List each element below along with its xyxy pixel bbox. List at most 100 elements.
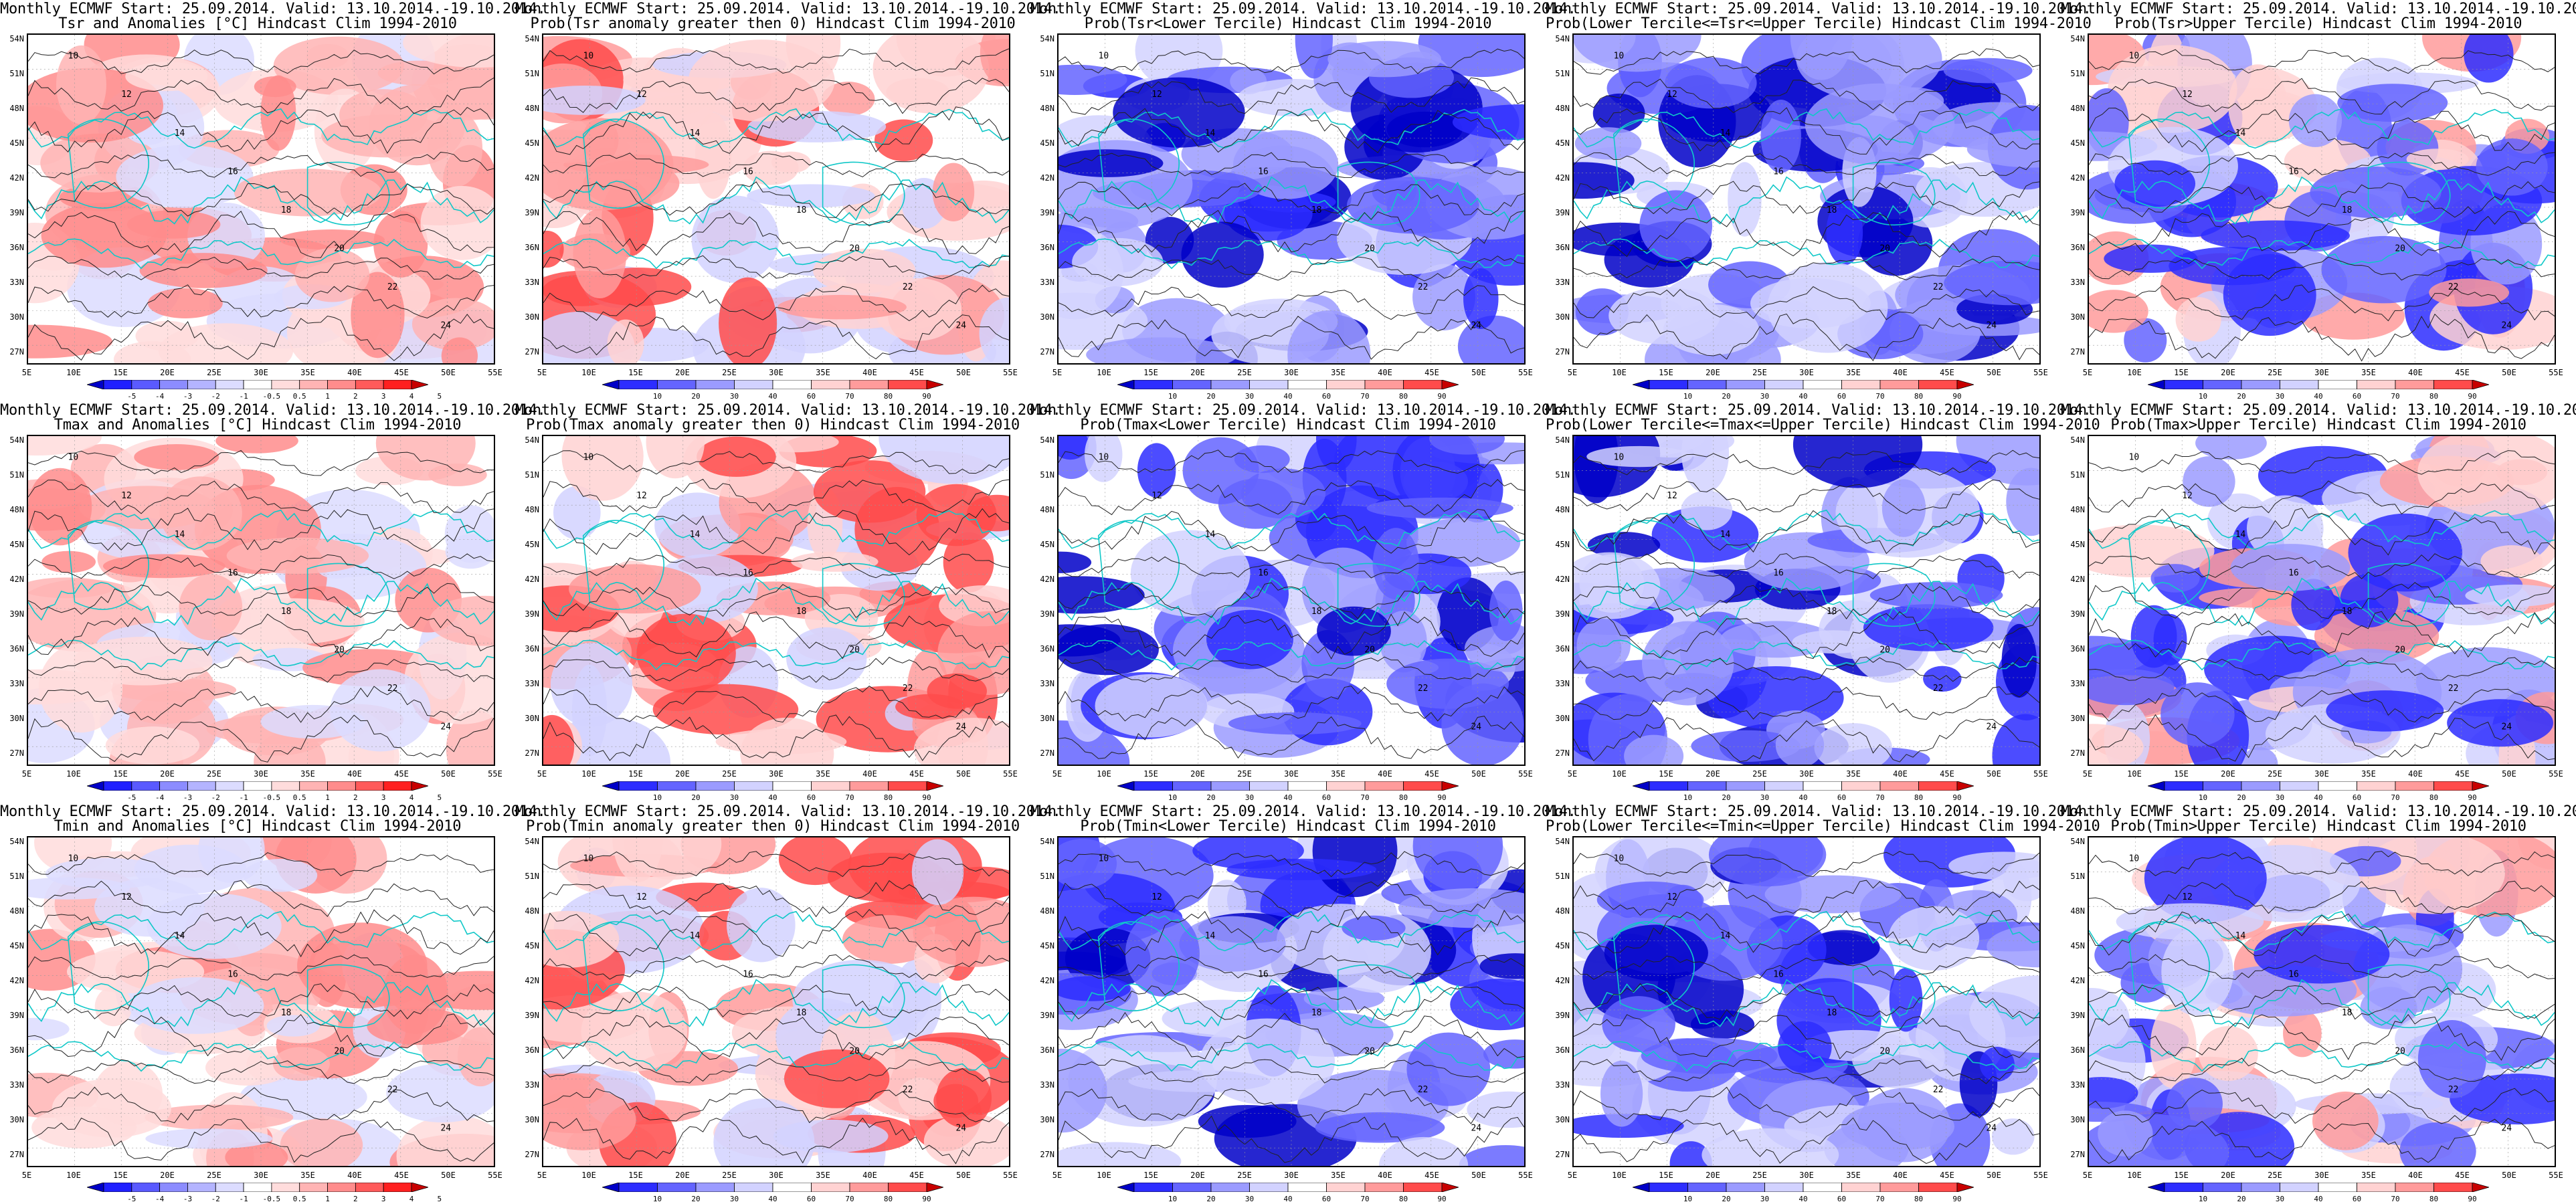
latitude-label: 54N (1040, 435, 1054, 445)
longitude-label: 5E (537, 1171, 547, 1180)
colorbar-tick-label: 10 (652, 392, 662, 401)
colorbar-segment (243, 781, 272, 791)
isotherm-contour (28, 909, 494, 958)
colorbar-tick-label: 60 (2352, 392, 2362, 401)
colorbar-segment (2395, 380, 2434, 389)
colorbar-tick-label: 40 (2314, 1195, 2323, 1203)
isotherm-contour (1574, 582, 2039, 620)
contour-label: 10 (68, 52, 79, 62)
longitude-label: 20E (675, 368, 690, 377)
longitude-label: 5E (1567, 368, 1578, 377)
colorbar-segment (1403, 781, 1443, 791)
colorbar-tick-label: 20 (691, 793, 701, 802)
field-shading (2201, 220, 2350, 251)
coastline (28, 577, 494, 626)
map-area: 10 12 14 16 18 20 22 24 (1057, 836, 1526, 1167)
colorbar-max-arrow (1956, 781, 1974, 791)
colorbar (602, 781, 943, 791)
colorbar-segment (103, 1183, 132, 1192)
latitude-label: 54N (525, 435, 539, 445)
isotherm-contour (543, 314, 1009, 360)
field-shading (375, 436, 476, 481)
latitude-label: 48N (525, 505, 539, 514)
colorbar-tick-label: 80 (2429, 392, 2439, 401)
longitude-label: 45E (909, 368, 924, 377)
contour-label: 16 (227, 167, 238, 177)
colorbar-segment (1841, 1183, 1881, 1192)
coastline (543, 176, 1009, 225)
colorbar-segment (271, 781, 300, 791)
longitude-label: 35E (816, 769, 830, 779)
colorbar-segment (1249, 1183, 1289, 1192)
colorbar-segment (243, 380, 272, 389)
coastline (1574, 1041, 2039, 1072)
colorbar-tick-label: 70 (1360, 1195, 1370, 1203)
contour-label: 20 (334, 243, 345, 254)
colorbar-segment (2203, 380, 2242, 389)
coastline (582, 921, 664, 1011)
longitude-label: 10E (2127, 368, 2142, 377)
isotherm-contour (28, 880, 494, 917)
field-shading (927, 673, 987, 709)
isotherm-contour (1059, 1088, 1524, 1124)
field-shading (1226, 858, 1377, 880)
isotherm-contour (543, 954, 1009, 980)
field-shading (2144, 837, 2267, 923)
colorbar-segment (355, 380, 384, 389)
isotherm-contour (2089, 181, 2555, 218)
longitude-label: 50E (1987, 1171, 2001, 1180)
isotherm-contour (2089, 611, 2555, 658)
contour-label: 10 (2129, 854, 2140, 864)
contour-label: 24 (1471, 320, 1481, 330)
latitude-label: 30N (2070, 714, 2085, 723)
field-shading (784, 1049, 890, 1108)
colorbar-tick-label: -5 (127, 793, 136, 802)
coastline (28, 176, 494, 225)
contour-label: 12 (636, 491, 647, 501)
colorbar-segment (2164, 380, 2203, 389)
field-shading (2089, 1077, 2138, 1109)
longitude-label: 35E (1846, 769, 1861, 779)
latitude-label: 33N (1555, 1080, 1570, 1090)
contour-label: 10 (1099, 854, 1109, 864)
colorbar-segment (187, 380, 216, 389)
latitude-label: 51N (1555, 69, 1570, 78)
field-shading (441, 337, 478, 363)
longitude-label: 50E (1471, 769, 1486, 779)
colorbar-segment (187, 781, 216, 791)
field-shading (1182, 437, 1259, 504)
colorbar-tick-label: -2 (211, 1195, 220, 1203)
field-shading (1392, 436, 1481, 515)
colorbar-tick-label: 70 (845, 392, 854, 401)
colorbar-segment (1364, 781, 1404, 791)
field-shading (56, 45, 106, 124)
field-shading (2124, 318, 2167, 363)
colorbar-segment (383, 781, 412, 791)
colorbar-min-arrow (2148, 1183, 2165, 1192)
latitude-label: 36N (1040, 243, 1054, 252)
field-shading (543, 1073, 605, 1108)
latitude-label: 33N (1555, 679, 1570, 688)
isotherm-contour (28, 1013, 494, 1057)
colorbar-tick-label: 60 (1837, 392, 1847, 401)
colorbar-segment (811, 781, 850, 791)
colorbar-tick-label: 40 (1799, 793, 1808, 802)
field-shading (2312, 1091, 2379, 1150)
isotherm-contour (1574, 210, 2039, 258)
field-shading (226, 537, 369, 574)
coastline (543, 509, 1009, 550)
latitude-label: 39N (2070, 1011, 2085, 1020)
colorbar (1117, 781, 1459, 791)
longitude-label: 10E (1612, 368, 1627, 377)
isotherm-contour (1059, 181, 1524, 217)
contour-label: 22 (387, 282, 398, 292)
isotherm-contour (2089, 284, 2555, 322)
colorbar-segment (1287, 1183, 1327, 1192)
contour-label: 14 (2235, 530, 2246, 540)
colorbar-segment (1210, 781, 1250, 791)
longitude-label: 50E (956, 368, 971, 377)
isotherm-contour (1059, 955, 1524, 979)
colorbar-tick-label: 20 (691, 392, 701, 401)
contour-label: 16 (1258, 969, 1269, 979)
isotherm-contour (543, 714, 1009, 761)
